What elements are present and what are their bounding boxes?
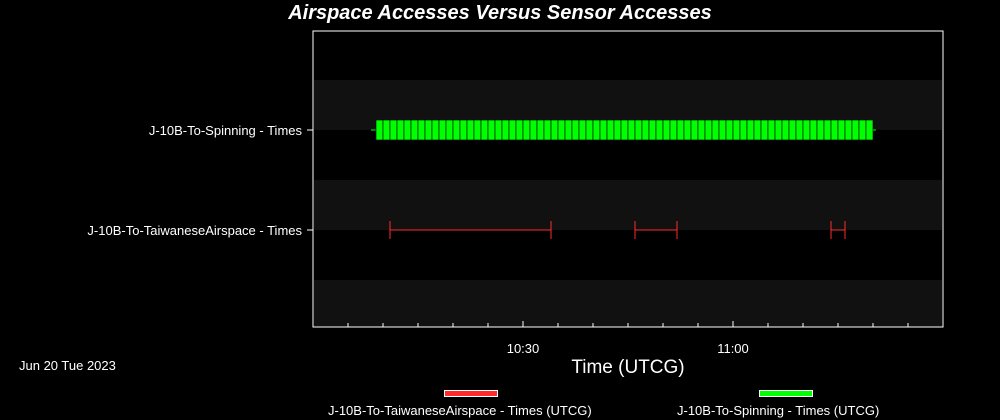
access-segment [704,119,713,141]
access-segment [550,119,559,141]
access-segment [564,119,573,141]
access-segment [676,119,685,141]
access-segment [613,119,622,141]
date-label: Jun 20 Tue 2023 [19,358,116,373]
chart-title: Airspace Accesses Versus Sensor Accesses [288,2,712,24]
access-segment [781,119,790,141]
access-segment [438,119,447,141]
access-segment [641,119,650,141]
access-segment [746,119,755,141]
access-segment [753,119,762,141]
access-segment [809,119,818,141]
access-segment [690,119,699,141]
access-segment [816,119,825,141]
access-segment [501,119,510,141]
access-segment [459,119,468,141]
access-segment [508,119,517,141]
access-segment [655,119,664,141]
access-segment [417,119,426,141]
access-segment [627,119,636,141]
access-segment [445,119,454,141]
access-segment [802,119,811,141]
access-segment [382,119,391,141]
access-segment [480,119,489,141]
access-segment [557,119,566,141]
plot-band [314,180,942,230]
access-segment [522,119,531,141]
access-segment [739,119,748,141]
x-tick-label: 11:00 [717,341,749,356]
access-segment [529,119,538,141]
access-segment [648,119,657,141]
access-segment [662,119,671,141]
access-segment [410,119,419,141]
access-segment [515,119,524,141]
row-label: J-10B-To-Spinning - Times [149,123,303,138]
access-segment [620,119,629,141]
access-segment [760,119,769,141]
access-segment [697,119,706,141]
access-segment [578,119,587,141]
access-segment [837,119,846,141]
access-segment [452,119,461,141]
legend-swatch-airspace [444,390,498,397]
access-segment [865,119,874,141]
access-segment [424,119,433,141]
access-segment [606,119,615,141]
access-segment [788,119,797,141]
row-label: J-10B-To-TaiwaneseAirspace - Times [87,223,302,238]
access-segment [536,119,545,141]
access-segment [823,119,832,141]
access-segment [543,119,552,141]
access-segment [431,119,440,141]
x-tick-label: 10:30 [507,341,540,356]
access-segment [795,119,804,141]
access-segment [571,119,580,141]
access-segment [396,119,405,141]
access-segment [732,119,741,141]
access-segment [585,119,594,141]
access-segment [494,119,503,141]
access-segment [473,119,482,141]
access-segment [711,119,720,141]
legend-label-airspace: J-10B-To-TaiwaneseAirspace - Times (UTCG… [328,403,592,418]
access-segment [592,119,601,141]
access-segment [487,119,496,141]
legend-label-spinning: J-10B-To-Spinning - Times (UTCG) [677,403,880,418]
access-segment [669,119,678,141]
access-segment [403,119,412,141]
access-segment [389,119,398,141]
access-segment [375,119,384,141]
access-segment [774,119,783,141]
access-segment [830,119,839,141]
access-segment [858,119,867,141]
access-segment [718,119,727,141]
access-segment [683,119,692,141]
access-segment [851,119,860,141]
access-segment [634,119,643,141]
x-axis-label: Time (UTCG) [571,357,685,378]
access-segment [767,119,776,141]
legend-swatch-spinning [759,390,813,397]
access-segment [466,119,475,141]
plot-band [314,280,942,327]
access-segment [599,119,608,141]
access-segment [725,119,734,141]
access-segment [844,119,853,141]
